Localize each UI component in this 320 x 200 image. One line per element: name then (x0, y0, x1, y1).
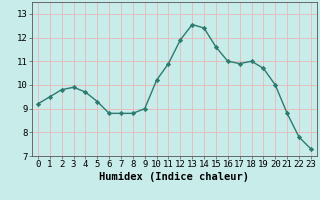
X-axis label: Humidex (Indice chaleur): Humidex (Indice chaleur) (100, 172, 249, 182)
